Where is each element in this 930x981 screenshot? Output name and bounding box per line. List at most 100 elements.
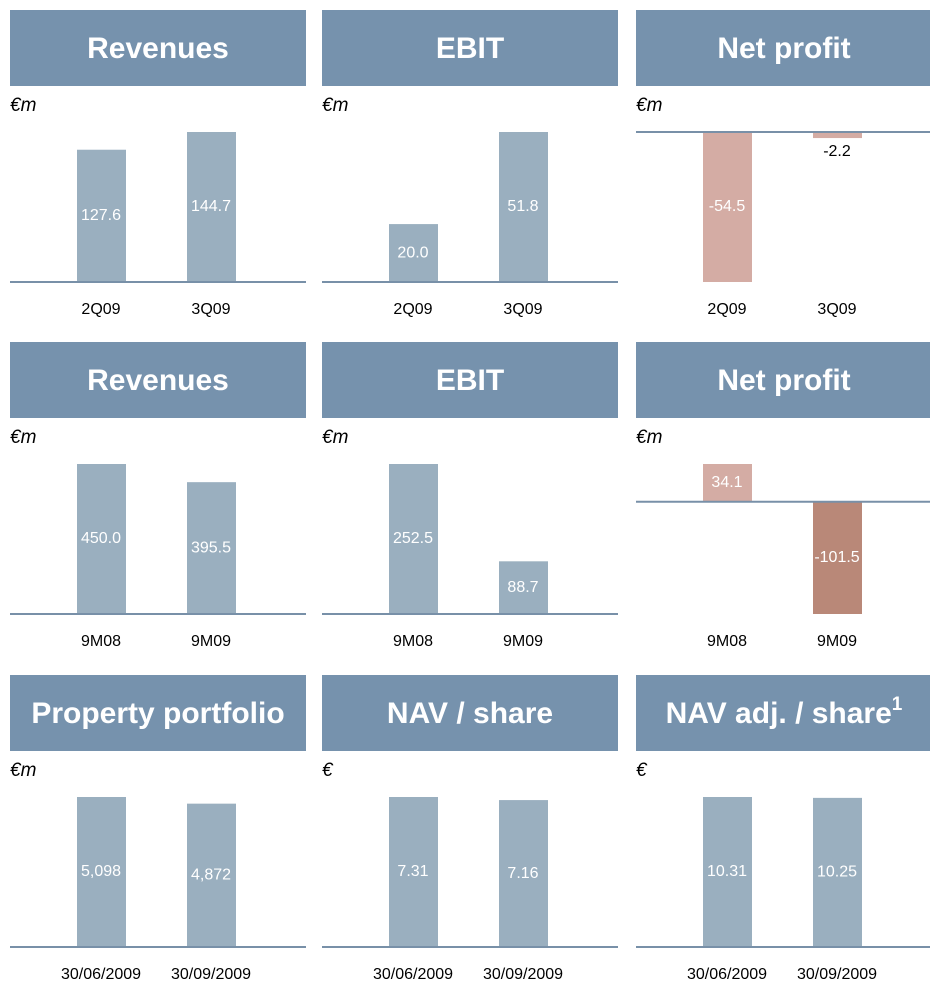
- category-label: 3Q09: [191, 301, 230, 318]
- value-label: 450.0: [81, 530, 121, 547]
- header-box: [636, 675, 930, 751]
- value-label: 395.5: [191, 539, 231, 556]
- chart-panel: EBIT €m 20.0 2Q09 51.8 3Q09: [322, 10, 618, 318]
- chart-panel: NAV adj. / share1 €10.31 30/06/2009 10.25 30…: [636, 675, 930, 981]
- value-label: 4,872: [191, 867, 231, 884]
- bar: [77, 464, 126, 614]
- title-text: Net profit: [717, 32, 850, 65]
- title-text: NAV / share: [387, 697, 553, 730]
- chart-title: NAV adj. / share1: [666, 694, 903, 730]
- chart-title: EBIT: [436, 364, 504, 397]
- chart-panel: Net profit €m 34.1 9M08 -101.5 9M09: [636, 342, 930, 650]
- unit-label: €: [636, 760, 648, 781]
- title-text: Net profit: [717, 364, 850, 397]
- category-label: 9M09: [503, 633, 543, 650]
- category-label: 2Q09: [81, 301, 120, 318]
- value-label: -2.2: [823, 143, 851, 160]
- category-label: 30/06/2009: [373, 966, 453, 981]
- category-label: 9M08: [707, 633, 747, 650]
- chart-title: Revenues: [87, 364, 229, 397]
- category-label: 9M08: [81, 633, 121, 650]
- bar: [389, 464, 438, 614]
- bar: [499, 800, 548, 947]
- value-label: 51.8: [507, 198, 538, 215]
- category-label: 3Q09: [503, 301, 542, 318]
- title-text: Revenues: [87, 32, 229, 65]
- bar: [187, 132, 236, 282]
- title-text: NAV adj. / share: [666, 697, 892, 730]
- bar: [813, 132, 862, 139]
- header-box: [10, 10, 306, 86]
- category-label: 30/06/2009: [61, 966, 141, 981]
- unit-label: €m: [10, 760, 36, 781]
- header-box: [10, 675, 306, 751]
- value-label: 7.31: [397, 863, 428, 880]
- bar: [389, 797, 438, 947]
- chart-panel: NAV / share €7.31 30/06/2009 7.16 30/09/2009: [322, 675, 618, 981]
- value-label: -54.5: [709, 198, 746, 215]
- chart-panel: Revenues €m 450.0 9M08 395.5 9M09: [10, 342, 306, 650]
- bar: [187, 482, 236, 614]
- unit-label: €m: [10, 427, 36, 448]
- bar: [703, 132, 752, 282]
- header-box: [10, 342, 306, 418]
- header-box: [322, 342, 618, 418]
- chart-title: Net profit: [717, 364, 850, 397]
- chart-panel: EBIT €m 252.5 9M08 88.7 9M09: [322, 342, 618, 650]
- title-text: EBIT: [436, 32, 504, 65]
- unit-label: €m: [322, 95, 348, 116]
- category-label: 30/09/2009: [171, 966, 251, 981]
- category-label: 30/09/2009: [797, 966, 877, 981]
- category-label: 9M09: [817, 633, 857, 650]
- header-box: [636, 342, 930, 418]
- category-label: 9M08: [393, 633, 433, 650]
- chart-panel: Revenues €m 127.6 2Q09 144.7 3Q09: [10, 10, 306, 318]
- unit-label: €m: [636, 95, 662, 116]
- chart-title: Property portfolio: [31, 697, 284, 730]
- category-label: 9M09: [191, 633, 231, 650]
- value-label: 10.31: [707, 863, 747, 880]
- chart-panel: Net profit €m -54.5 2Q09 -2.2 3Q09: [636, 10, 930, 318]
- value-label: 20.0: [397, 244, 428, 261]
- value-label: 10.25: [817, 864, 857, 881]
- title-text: Revenues: [87, 364, 229, 397]
- chart-title: NAV / share: [387, 697, 553, 730]
- category-label: 3Q09: [817, 301, 856, 318]
- value-label: 127.6: [81, 207, 121, 224]
- bar: [703, 797, 752, 947]
- bar: [499, 132, 548, 282]
- value-label: 34.1: [711, 474, 742, 491]
- value-label: -101.5: [814, 549, 859, 566]
- unit-label: €m: [322, 427, 348, 448]
- unit-label: €m: [636, 427, 662, 448]
- bar: [813, 501, 862, 614]
- chart-title: EBIT: [436, 32, 504, 65]
- category-label: 2Q09: [707, 301, 746, 318]
- value-label: 252.5: [393, 530, 433, 547]
- chart-title: Revenues: [87, 32, 229, 65]
- title-superscript: 1: [892, 694, 903, 715]
- value-label: 5,098: [81, 863, 121, 880]
- bar: [77, 149, 126, 282]
- chart-title: Net profit: [717, 32, 850, 65]
- bar: [77, 797, 126, 947]
- value-label: 7.16: [507, 865, 538, 882]
- category-label: 30/09/2009: [483, 966, 563, 981]
- title-text: Property portfolio: [31, 697, 284, 730]
- category-label: 2Q09: [393, 301, 432, 318]
- value-label: 144.7: [191, 198, 231, 215]
- bar: [389, 224, 438, 282]
- bar: [703, 464, 752, 502]
- unit-label: €m: [10, 95, 36, 116]
- bar: [813, 797, 862, 947]
- value-label: 88.7: [507, 579, 538, 596]
- header-box: [322, 10, 618, 86]
- category-label: 30/06/2009: [687, 966, 767, 981]
- title-text: EBIT: [436, 364, 504, 397]
- header-box: [322, 675, 618, 751]
- bar: [499, 561, 548, 614]
- bar: [187, 803, 236, 947]
- unit-label: €: [322, 760, 334, 781]
- chart-panel: Property portfolio €m 5,098 30/06/2009 4,872…: [10, 675, 306, 981]
